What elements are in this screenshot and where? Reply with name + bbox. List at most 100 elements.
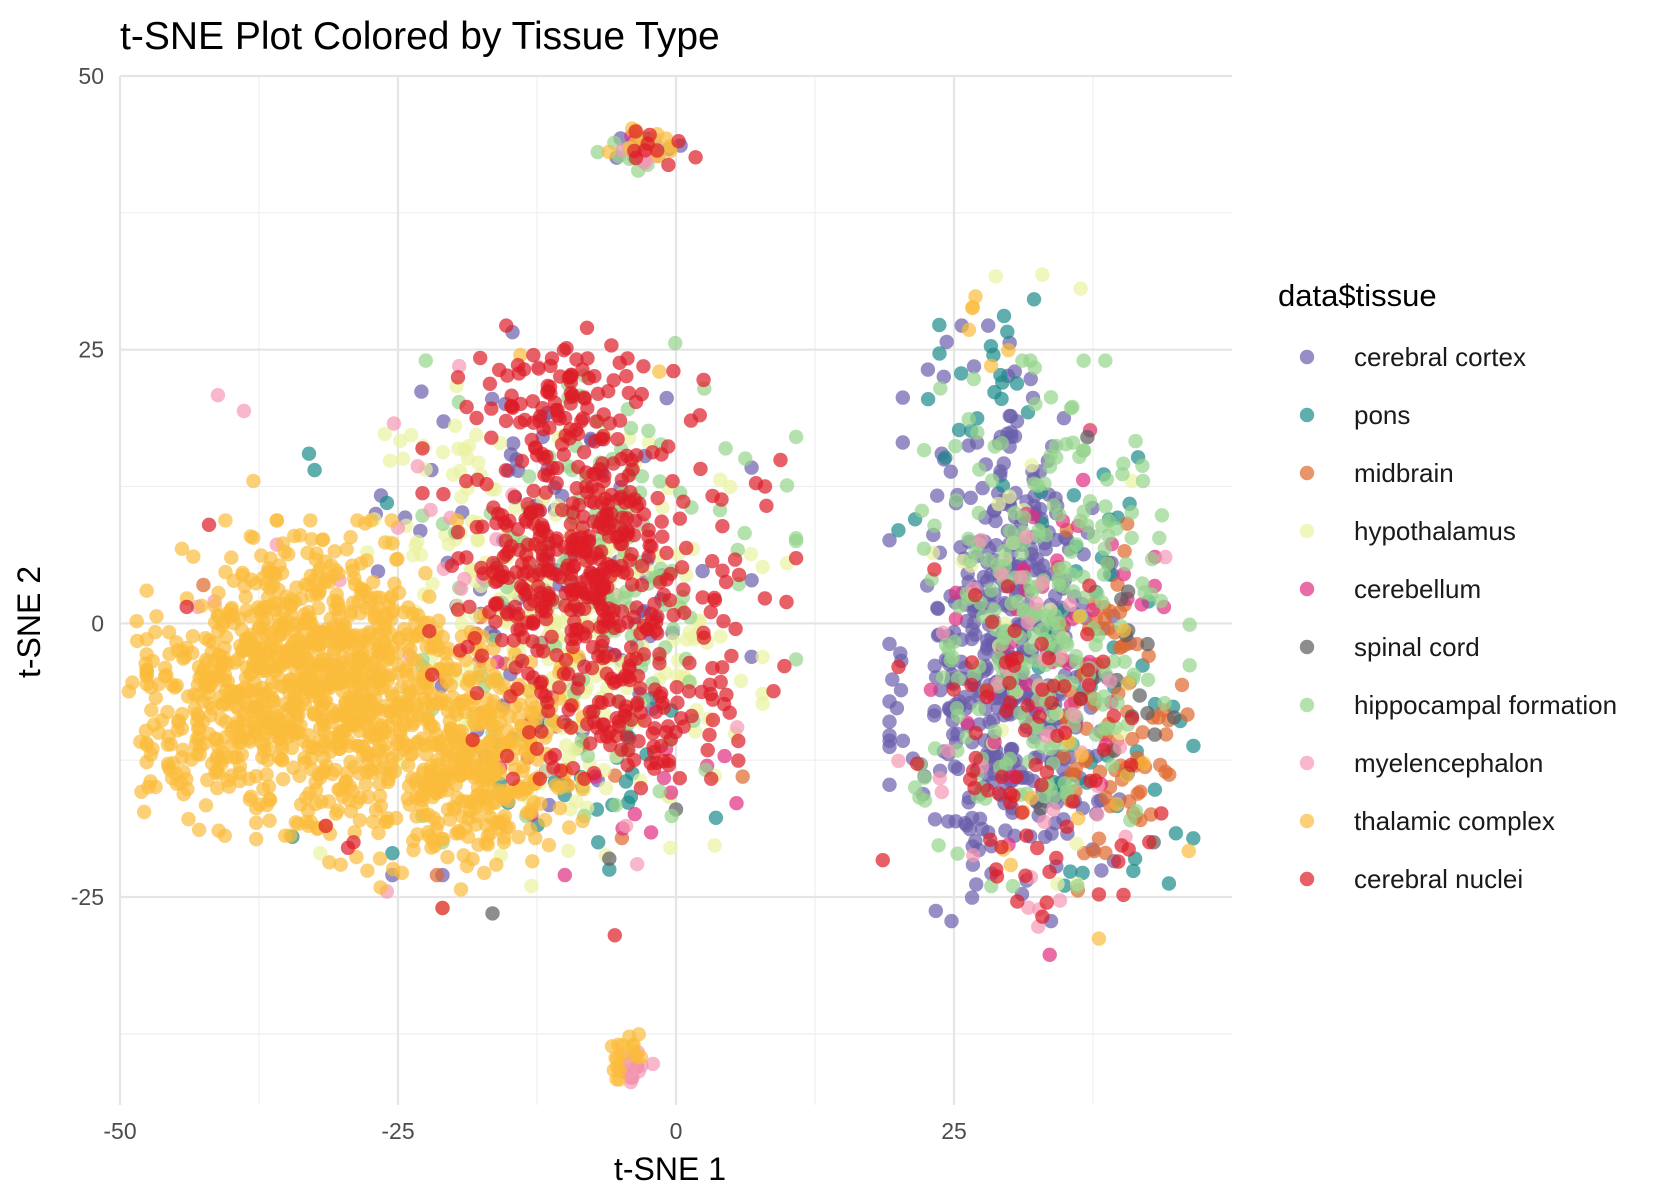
data-point: [386, 416, 402, 431]
data-point: [1140, 636, 1155, 652]
data-point: [191, 822, 207, 837]
data-point: [626, 1037, 641, 1052]
data-point: [138, 656, 153, 671]
data-point: [954, 366, 969, 381]
data-point: [353, 790, 368, 806]
data-point: [997, 543, 1012, 559]
data-point: [1142, 834, 1157, 850]
data-point: [409, 698, 425, 713]
data-point: [489, 857, 504, 872]
data-point: [917, 770, 932, 785]
data-point: [201, 517, 217, 532]
data-point: [643, 825, 659, 840]
data-point: [1115, 467, 1130, 482]
data-point: [507, 489, 523, 504]
data-point: [676, 582, 691, 597]
data-point: [1106, 654, 1122, 669]
legend-swatch: [1299, 755, 1315, 771]
data-point: [1096, 689, 1112, 704]
data-point: [488, 614, 503, 629]
data-point: [1098, 790, 1113, 805]
data-point: [927, 741, 943, 756]
legend-item: spinal cord: [1299, 632, 1480, 662]
data-point: [395, 451, 411, 466]
data-point: [1044, 695, 1059, 711]
data-point: [984, 473, 1000, 488]
data-point: [963, 553, 978, 568]
data-point: [250, 600, 266, 615]
data-point: [608, 563, 623, 578]
data-point: [927, 704, 942, 719]
data-point: [409, 629, 425, 644]
data-point: [523, 805, 539, 820]
data-point: [1043, 448, 1058, 463]
data-point: [713, 472, 728, 487]
data-point: [966, 371, 981, 387]
data-point: [304, 532, 319, 547]
data-point: [319, 758, 334, 773]
data-point: [1056, 411, 1072, 426]
data-point: [1024, 458, 1039, 473]
data-point: [713, 629, 728, 644]
data-point: [1174, 677, 1190, 693]
legend-item: hippocampal formation: [1299, 690, 1617, 720]
data-point: [755, 696, 770, 711]
data-point: [987, 385, 1002, 400]
data-point: [966, 359, 982, 374]
data-point: [1069, 654, 1084, 670]
data-point: [373, 880, 388, 895]
data-point: [914, 503, 930, 518]
data-point: [968, 588, 983, 603]
data-point: [945, 650, 960, 665]
data-point: [629, 600, 644, 615]
data-point: [450, 370, 466, 385]
legend-swatch: [1299, 639, 1315, 655]
data-point: [580, 351, 595, 366]
data-point: [731, 753, 746, 768]
data-point: [652, 364, 667, 379]
data-point: [393, 433, 408, 448]
data-point: [971, 701, 987, 717]
data-point: [1063, 544, 1079, 559]
data-point: [695, 563, 710, 579]
data-point: [364, 513, 379, 528]
data-point: [682, 625, 697, 640]
legend-label: cerebral nuclei: [1354, 864, 1523, 894]
data-point: [661, 439, 676, 454]
data-point: [525, 854, 540, 869]
data-point: [645, 1056, 661, 1072]
legend-label: hypothalamus: [1354, 516, 1516, 546]
data-point: [707, 838, 722, 853]
data-point: [544, 351, 560, 366]
data-point: [563, 802, 578, 817]
y-tick-label: 25: [78, 337, 104, 363]
data-point: [923, 682, 939, 697]
data-point: [513, 415, 528, 430]
data-point: [679, 540, 694, 556]
data-point: [641, 522, 656, 538]
data-point: [236, 403, 252, 419]
legend: data$tissue cerebral cortex pons midbrain h…: [1278, 278, 1617, 894]
data-point: [755, 686, 770, 702]
data-point: [529, 741, 545, 756]
data-point: [1065, 794, 1081, 809]
data-point: [436, 414, 451, 429]
data-point: [1009, 376, 1025, 391]
data-point: [585, 590, 600, 605]
data-point: [445, 467, 461, 482]
data-point: [415, 441, 430, 456]
data-point: [938, 450, 953, 465]
data-point: [656, 587, 671, 602]
data-point: [297, 607, 312, 622]
data-point: [401, 758, 416, 773]
data-point: [1110, 695, 1125, 710]
data-point: [1035, 267, 1050, 282]
data-point: [440, 802, 456, 817]
data-point: [1023, 640, 1038, 655]
data-point: [301, 728, 316, 743]
data-point: [1073, 513, 1088, 528]
data-point: [485, 906, 500, 921]
data-point: [515, 653, 530, 669]
data-point: [1116, 456, 1131, 471]
data-point: [875, 853, 890, 868]
